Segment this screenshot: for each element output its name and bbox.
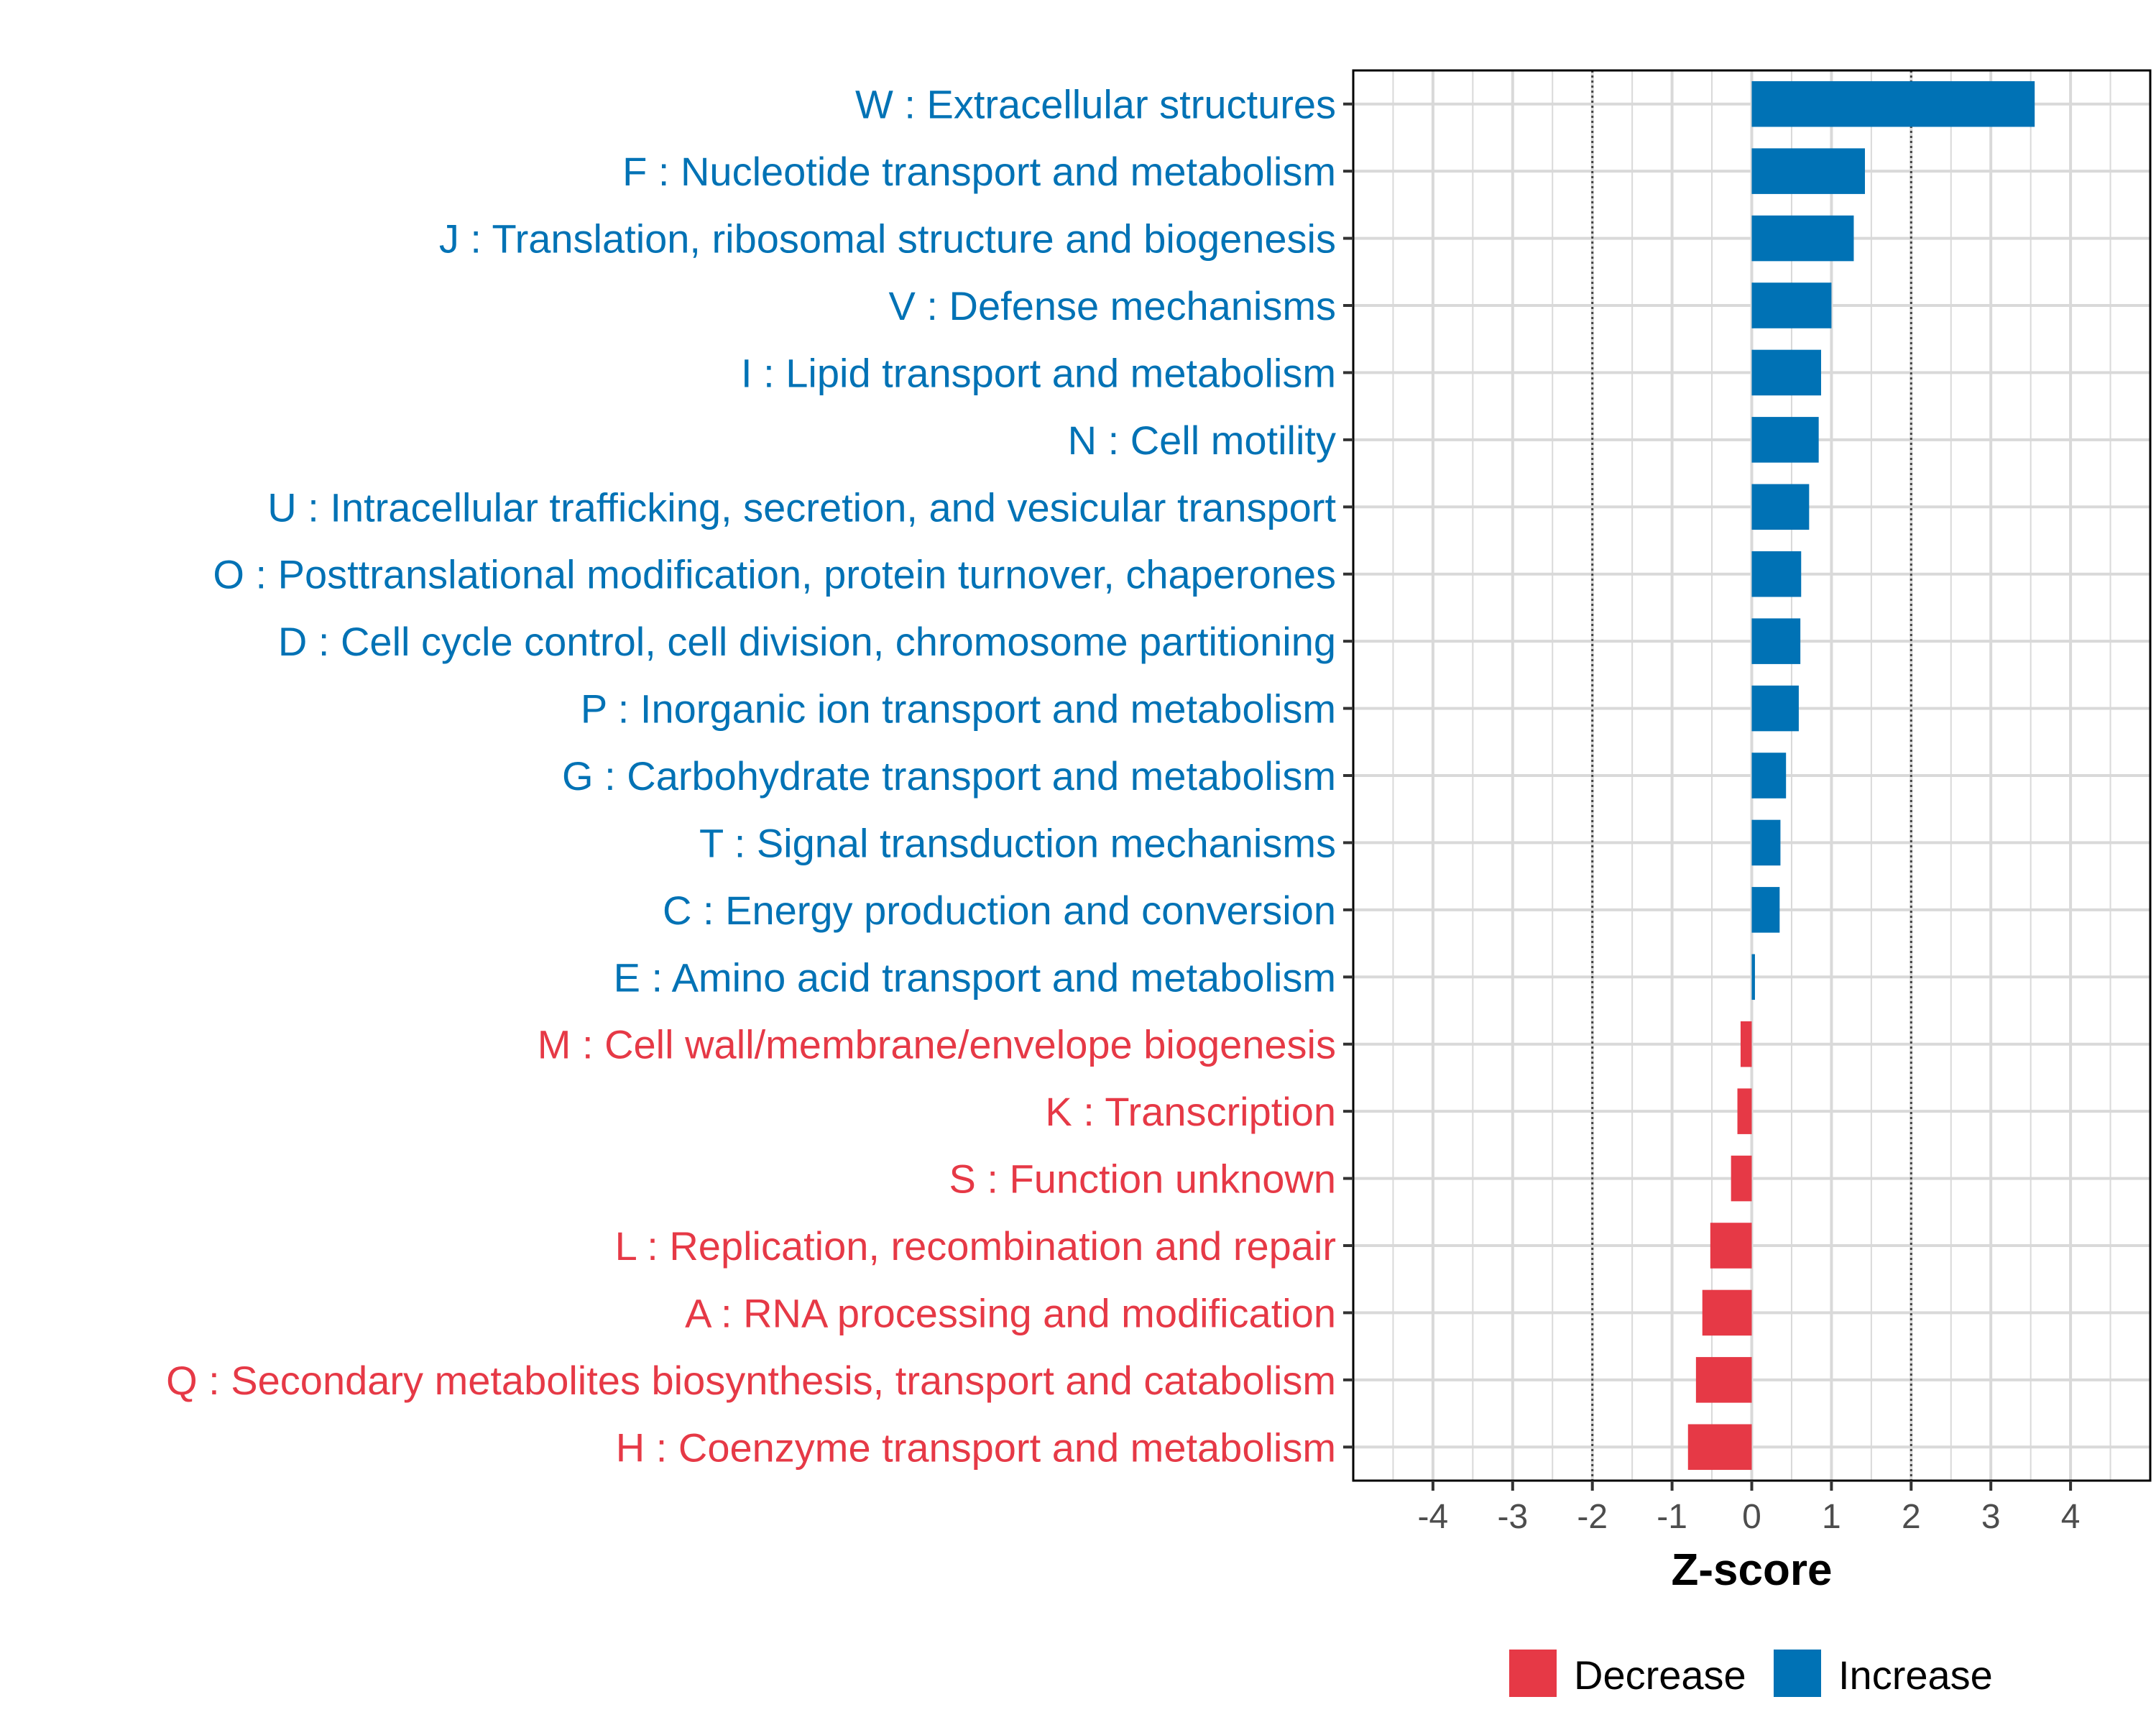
x-tick-label: -4 [1418, 1498, 1449, 1536]
bar-n [1751, 417, 1819, 463]
bar-m [1740, 1021, 1752, 1067]
x-tick-label: -1 [1657, 1498, 1687, 1536]
category-label: N : Cell motility [1068, 418, 1336, 463]
x-axis-title: Z-score [1672, 1545, 1833, 1595]
category-label: H : Coenzyme transport and metabolism [616, 1425, 1336, 1470]
category-label: U : Intracellular trafficking, secretion… [267, 484, 1336, 530]
bar-o [1751, 551, 1802, 597]
category-label: L : Replication, recombination and repai… [615, 1223, 1336, 1269]
bar-d [1751, 618, 1801, 664]
bar-e [1751, 954, 1755, 1000]
category-label: E : Amino acid transport and metabolism [614, 954, 1336, 1000]
category-label: D : Cell cycle control, cell division, c… [278, 619, 1336, 664]
category-label: G : Carbohydrate transport and metabolis… [562, 753, 1336, 799]
bar-q [1695, 1357, 1752, 1403]
legend-swatch-decrease [1509, 1650, 1557, 1697]
legend-label-decrease: Decrease [1574, 1652, 1746, 1698]
category-label: O : Posttranslational modification, prot… [213, 552, 1336, 597]
bar-c [1751, 887, 1780, 933]
x-axis-ticks: -4 -3 -2 -1 0 1 2 3 4 [1418, 1481, 2081, 1536]
bar-g [1751, 753, 1787, 799]
bar-s [1731, 1155, 1752, 1202]
category-label: F : Nucleotide transport and metabolism [622, 149, 1336, 194]
bars [1687, 80, 2035, 1471]
category-label: P : Inorganic ion transport and metaboli… [581, 686, 1336, 732]
reference-lines [1591, 70, 1912, 1481]
x-tick-label: 4 [2061, 1498, 2081, 1536]
x-tick-label: 1 [1822, 1498, 1841, 1536]
category-label: K : Transcription [1045, 1089, 1336, 1134]
category-label: W : Extracellular structures [855, 82, 1336, 127]
bar-w [1751, 80, 2035, 127]
bar-l [1710, 1223, 1752, 1269]
category-label: I : Lipid transport and metabolism [741, 350, 1336, 395]
legend: Decrease Increase [1509, 1650, 1993, 1698]
category-label: Q : Secondary metabolites biosynthesis, … [166, 1358, 1336, 1403]
legend-label-increase: Increase [1838, 1652, 1993, 1698]
x-tick-label: -3 [1497, 1498, 1528, 1536]
bar-j [1751, 215, 1854, 262]
category-label: J : Translation, ribosomal structure and… [439, 216, 1336, 262]
category-label: V : Defense mechanisms [889, 283, 1336, 328]
bar-k [1737, 1088, 1752, 1134]
bar-u [1751, 484, 1810, 530]
bar-v [1751, 282, 1832, 328]
bar-f [1751, 148, 1865, 194]
category-label: A : RNA processing and modification [685, 1290, 1336, 1335]
bar-i [1751, 349, 1821, 396]
bar-p [1751, 685, 1799, 732]
x-tick-label: 2 [1902, 1498, 1921, 1536]
category-labels: W : Extracellular structures F : Nucleoti… [166, 82, 1353, 1470]
x-tick-label: 3 [1981, 1498, 2001, 1536]
bar-a [1702, 1289, 1752, 1336]
bar-t [1751, 819, 1781, 866]
legend-swatch-increase [1774, 1650, 1821, 1697]
x-tick-label: 0 [1742, 1498, 1761, 1536]
category-label: C : Energy production and conversion [663, 888, 1336, 933]
x-tick-label: -2 [1577, 1498, 1608, 1536]
category-label: M : Cell wall/membrane/envelope biogenes… [538, 1022, 1336, 1067]
bar-h [1687, 1424, 1752, 1471]
category-label: T : Signal transduction mechanisms [699, 820, 1336, 865]
category-label: S : Function unknown [949, 1156, 1336, 1202]
